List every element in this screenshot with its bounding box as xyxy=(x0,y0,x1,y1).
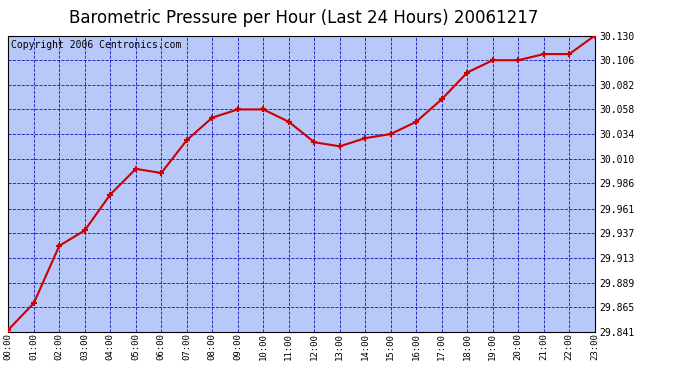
Text: Barometric Pressure per Hour (Last 24 Hours) 20061217: Barometric Pressure per Hour (Last 24 Ho… xyxy=(69,9,538,27)
Text: Copyright 2006 Centronics.com: Copyright 2006 Centronics.com xyxy=(11,40,181,50)
